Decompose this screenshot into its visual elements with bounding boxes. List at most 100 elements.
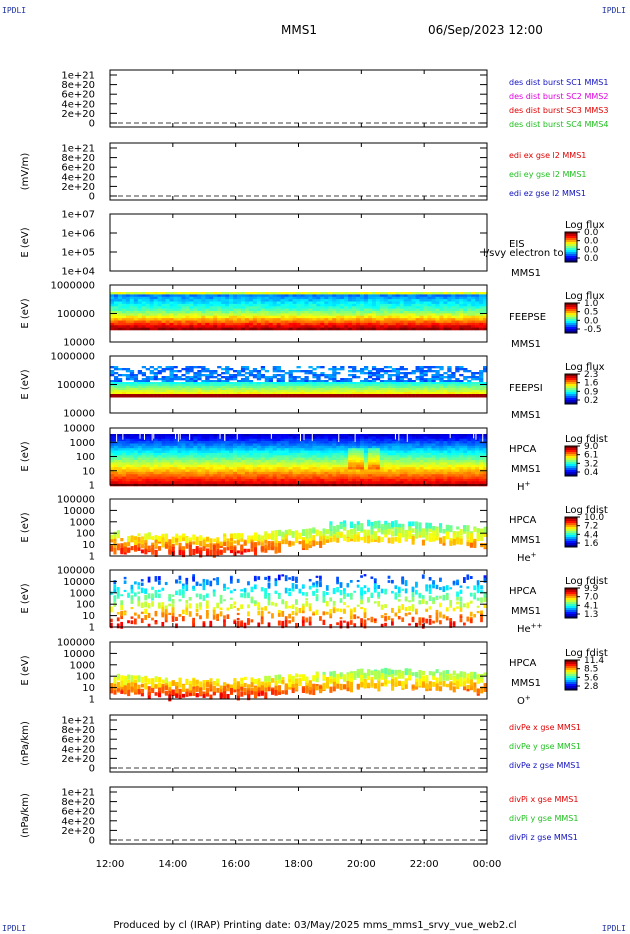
spectrogram-cell xyxy=(272,368,277,371)
spectrogram-cell xyxy=(229,464,234,468)
spectrogram-cell xyxy=(395,308,400,312)
spectrogram-cell xyxy=(451,443,456,447)
spectrogram-cell xyxy=(153,315,158,319)
spectrogram-cell xyxy=(375,292,381,295)
spectrogram-cell xyxy=(157,445,162,449)
spectrogram-cell xyxy=(427,303,432,307)
spectrogram-cell xyxy=(296,315,301,319)
spectrogram-cell xyxy=(439,392,444,395)
spectrogram-cell xyxy=(292,460,297,463)
spectrogram-cell xyxy=(165,292,170,295)
spectrogram-cell xyxy=(471,441,476,444)
spectrogram-cell xyxy=(312,388,317,391)
spectrogram-cell xyxy=(348,315,353,319)
spectrogram-cell xyxy=(479,292,484,295)
spectrogram-cell xyxy=(165,376,170,379)
spectrogram-cell xyxy=(483,382,488,385)
spectrogram-cell xyxy=(137,384,143,387)
spectrogram-cell xyxy=(340,299,345,302)
spectrogram-cell xyxy=(483,370,488,373)
spectrogram-cell xyxy=(244,481,250,484)
spectrogram-cell xyxy=(439,445,444,449)
spectrogram-cell xyxy=(233,469,238,473)
spectrogram-cell xyxy=(252,469,258,473)
spectrogram-cell xyxy=(236,438,242,442)
spectrogram-cell xyxy=(236,443,242,447)
spectrogram-cell xyxy=(121,452,127,456)
spectrogram-cell xyxy=(411,308,416,312)
spectrogram-cell xyxy=(276,378,281,381)
spectrogram-cell xyxy=(320,392,325,395)
panel-frame xyxy=(109,142,488,201)
spectrogram-cell xyxy=(268,386,274,389)
spectrogram-cell xyxy=(201,327,206,331)
spectrogram-cell xyxy=(173,294,178,298)
spectrogram-cell xyxy=(161,388,166,391)
spectrogram-cell xyxy=(475,434,480,437)
spectrogram-cell xyxy=(260,318,266,321)
spectrogram-cell xyxy=(121,445,127,449)
spectrogram-cell xyxy=(324,476,329,480)
spectrogram-cell xyxy=(280,467,285,470)
spectrogram-cell xyxy=(209,388,214,391)
spectrogram-cell xyxy=(117,325,123,328)
spectrogram-cell xyxy=(483,368,488,371)
spectrogram-cell xyxy=(371,471,377,475)
spectrogram-cell xyxy=(141,436,147,440)
spectrogram-cell xyxy=(383,467,389,470)
spectrogram-cell xyxy=(229,474,234,477)
spectrogram-cell xyxy=(161,299,166,302)
spectrogram-cell xyxy=(240,445,246,449)
spectrogram-cell xyxy=(391,315,397,319)
spectrogram-cell xyxy=(379,388,385,391)
spectrogram-cell xyxy=(157,469,162,473)
spectrogram-cell xyxy=(316,303,321,307)
spectrogram-cell xyxy=(387,292,393,295)
spectrogram-cell xyxy=(391,450,397,454)
spectrogram-cell xyxy=(391,452,397,456)
spectrogram-cell xyxy=(360,306,365,309)
spectrogram-cell xyxy=(312,471,317,475)
spectrogram-cell xyxy=(483,464,488,468)
spectrogram-cell xyxy=(459,301,464,305)
spectrogram-cell xyxy=(177,308,182,312)
spectrogram-cell xyxy=(221,443,226,447)
spectrogram-cell xyxy=(276,388,281,391)
spectrogram-cell xyxy=(284,445,289,449)
spectrogram-cell xyxy=(312,296,317,300)
spectrogram-cell xyxy=(352,392,357,395)
spectrogram-cell xyxy=(403,384,408,387)
spectrogram-cell xyxy=(483,390,488,393)
spectrogram-cell xyxy=(201,390,206,393)
spectrogram-cell xyxy=(340,382,345,385)
spectrogram-cell xyxy=(248,471,254,475)
spectrogram-cell xyxy=(133,306,139,309)
spectrogram-cell xyxy=(367,388,373,391)
spectrogram-cell xyxy=(336,380,341,383)
spectrogram-cell xyxy=(236,370,242,373)
spectrogram-cell xyxy=(467,469,472,473)
spectrogram-cell xyxy=(110,471,115,475)
spectrogram-cell xyxy=(340,452,345,456)
spectrogram-cell xyxy=(284,467,289,470)
spectrogram-cell xyxy=(419,471,424,475)
spectrogram-cell xyxy=(221,386,226,389)
spectrogram-cell xyxy=(221,388,226,391)
spectrogram-cell xyxy=(181,478,186,482)
spectrogram-cell xyxy=(352,368,357,371)
spectrogram-cell xyxy=(169,311,174,314)
spectrogram-cell xyxy=(451,299,456,302)
spectrogram-cell xyxy=(125,294,131,298)
spectrogram-cell xyxy=(316,448,321,451)
spectrogram-cell xyxy=(169,294,174,298)
spectrogram-cell xyxy=(479,390,484,393)
spectrogram-cell xyxy=(483,294,488,298)
spectrogram-cell xyxy=(141,392,147,395)
spectrogram-cell xyxy=(229,443,234,447)
spectrogram-cell xyxy=(244,476,250,480)
spectrogram-cell xyxy=(367,318,373,321)
spectrogram-cell xyxy=(348,388,353,391)
spectrogram-cell xyxy=(125,368,131,371)
spectrogram-cell xyxy=(272,478,277,482)
spectrogram-cell xyxy=(236,315,242,319)
